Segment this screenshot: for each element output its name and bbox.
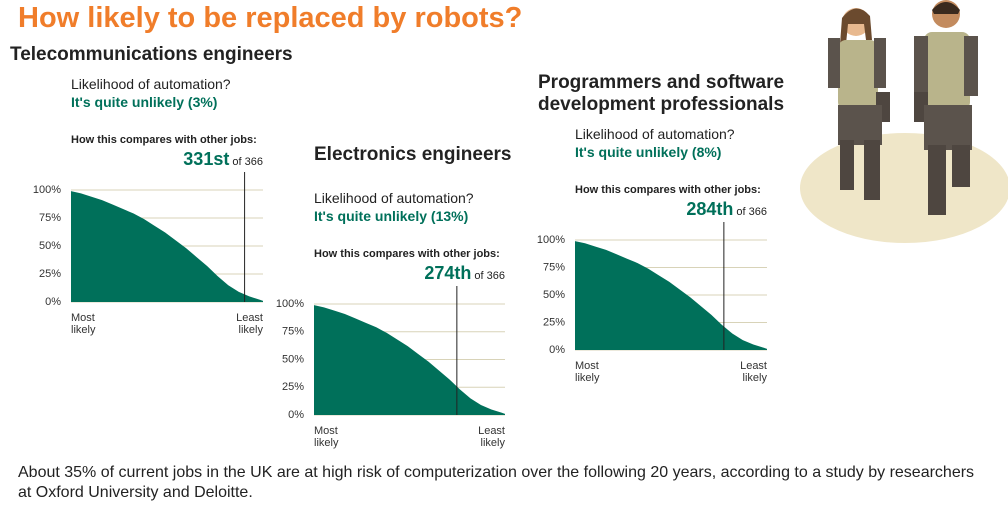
y-tick-label: 75% (39, 212, 61, 224)
x-tick-label: Most likely (71, 312, 96, 336)
panel-title: Programmers and software development pro… (538, 72, 785, 115)
y-tick-label: 50% (39, 240, 61, 252)
y-tick-label: 0% (549, 344, 565, 356)
rank-total: of 366 (736, 206, 767, 218)
y-tick-label: 25% (543, 316, 565, 328)
rank: 284th of 366 (686, 199, 767, 220)
y-tick-label: 100% (537, 234, 565, 246)
x-tick-label: Most likely (314, 425, 339, 449)
area (575, 241, 767, 350)
answer: It's quite unlikely (13%) (314, 208, 469, 224)
rank-label: 331st (183, 149, 230, 169)
rank-label: 284th (686, 199, 734, 219)
y-tick-label: 50% (282, 353, 304, 365)
panel-title: Electronics engineers (314, 144, 512, 165)
y-tick-label: 100% (33, 184, 61, 196)
x-tick-label: Least likely (478, 425, 505, 449)
x-tick-label: Most likely (575, 360, 600, 384)
answer: It's quite unlikely (3%) (71, 94, 218, 110)
panel-title: Telecommunications engineers (10, 44, 293, 65)
y-tick-label: 25% (282, 381, 304, 393)
rank-label: 274th (424, 263, 472, 283)
page-title: How likely to be replaced by robots? (18, 2, 523, 34)
x-tick-label: Least likely (740, 360, 767, 384)
compare-label: How this compares with other jobs: (314, 248, 500, 260)
question: Likelihood of automation? (575, 126, 735, 142)
y-tick-label: 75% (543, 261, 565, 273)
area (314, 305, 505, 415)
y-tick-label: 0% (288, 409, 304, 421)
y-tick-label: 100% (276, 298, 304, 310)
y-tick-label: 50% (543, 289, 565, 301)
compare-label: How this compares with other jobs: (575, 184, 761, 196)
compare-label: How this compares with other jobs: (71, 134, 257, 146)
rank: 331st of 366 (183, 149, 263, 170)
y-tick-label: 25% (39, 268, 61, 280)
question: Likelihood of automation? (71, 76, 231, 92)
rank-total: of 366 (474, 270, 505, 282)
question: Likelihood of automation? (314, 190, 474, 206)
illustration (800, 0, 1008, 243)
y-tick-label: 75% (282, 326, 304, 338)
area (71, 191, 263, 302)
footer-text: About 35% of current jobs in the UK are … (18, 464, 975, 501)
rank: 274th of 366 (424, 263, 505, 284)
y-tick-label: 0% (45, 296, 61, 308)
x-tick-label: Least likely (236, 312, 263, 336)
rank-total: of 366 (232, 156, 263, 168)
answer: It's quite unlikely (8%) (575, 144, 722, 160)
